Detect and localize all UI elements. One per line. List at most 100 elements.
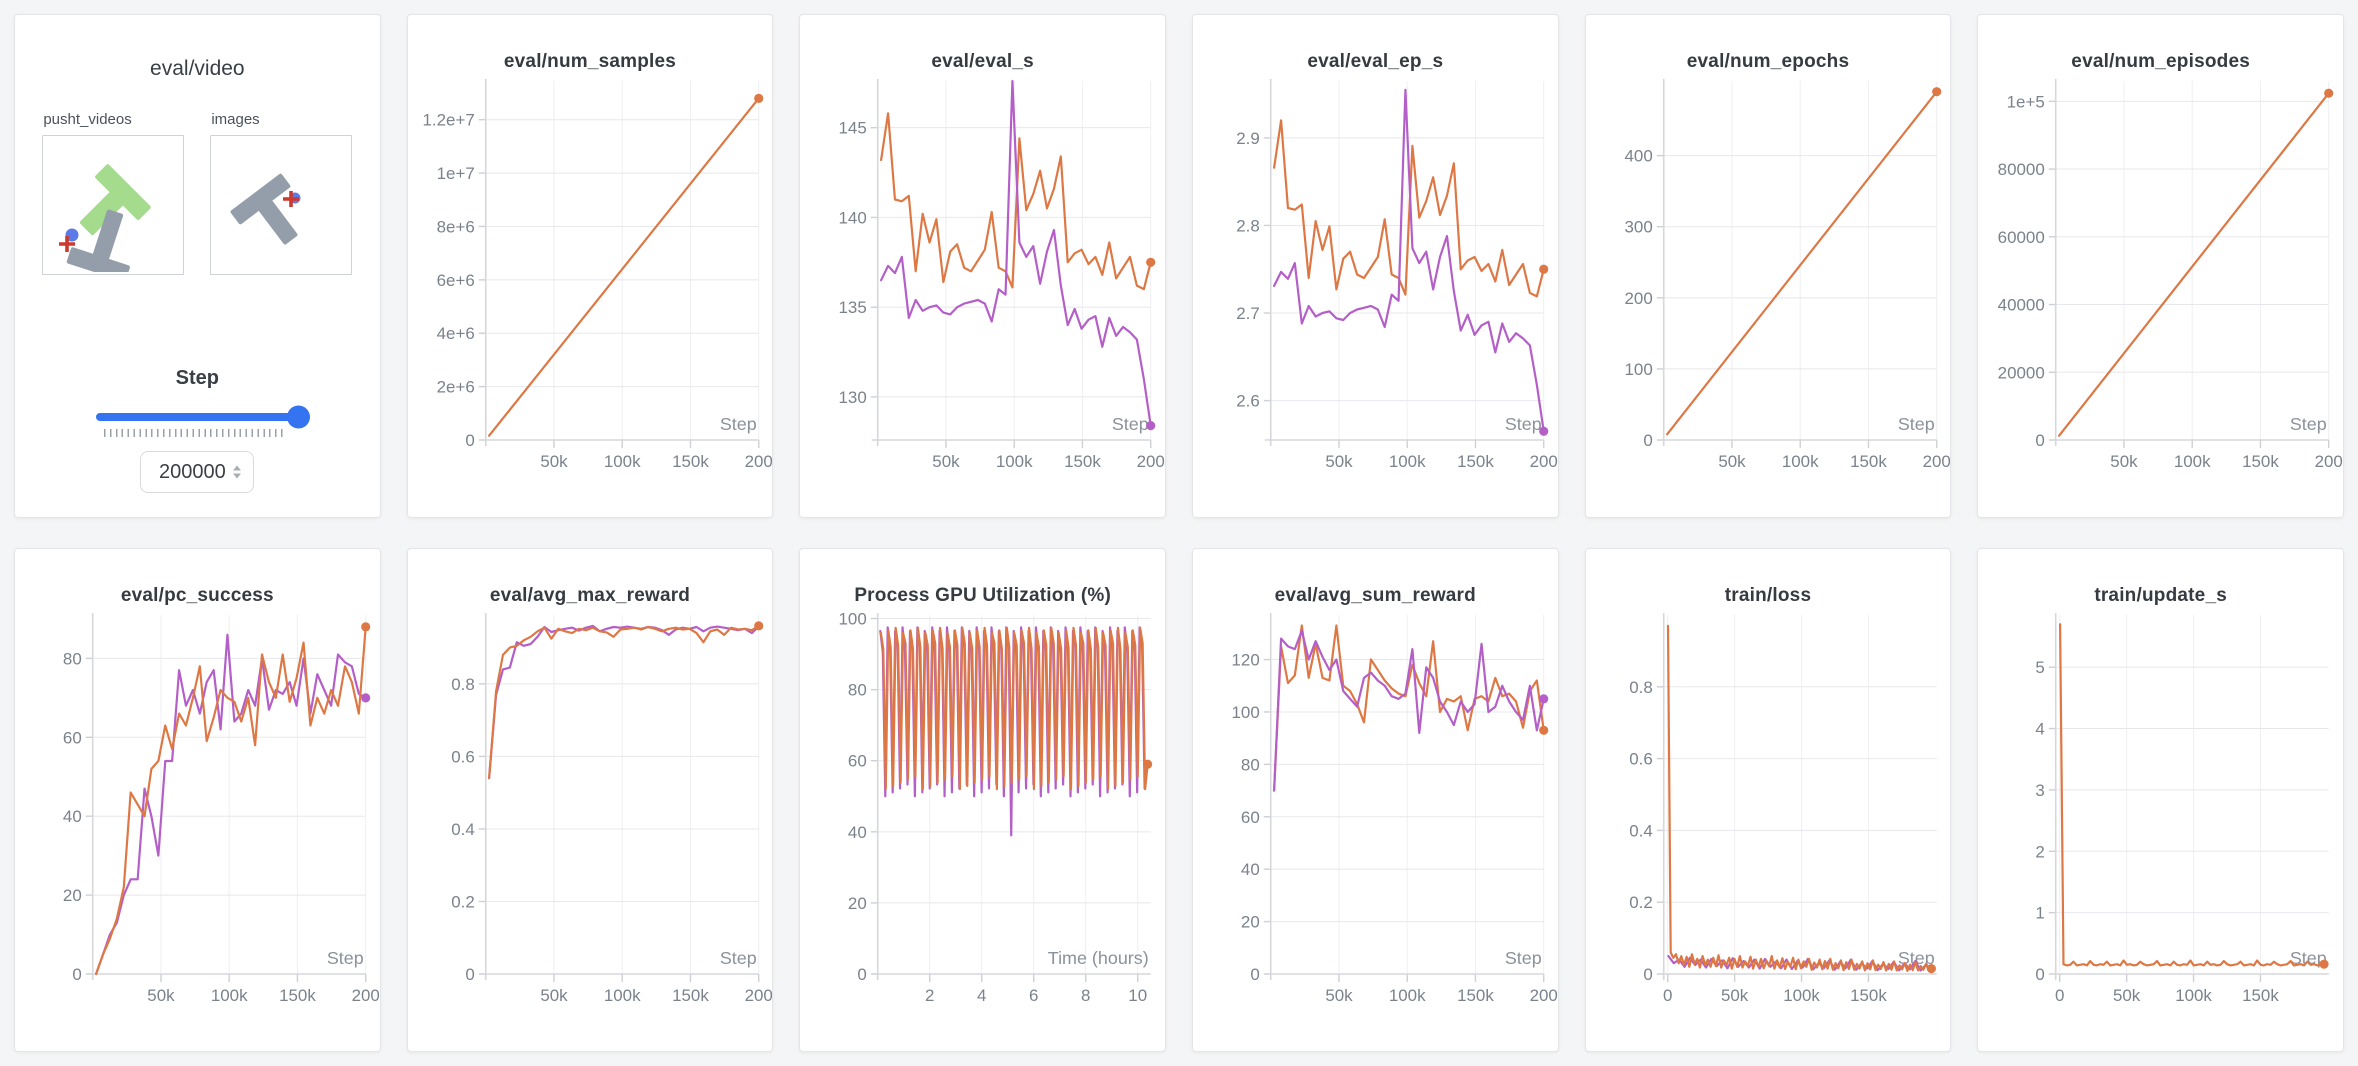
- svg-text:80: 80: [1241, 755, 1260, 774]
- svg-text:60000: 60000: [1998, 228, 2045, 247]
- svg-text:1e+5: 1e+5: [2007, 92, 2045, 111]
- images-thumbnail[interactable]: [210, 135, 353, 275]
- svg-text:150k: 150k: [1850, 986, 1887, 1005]
- svg-text:150k: 150k: [672, 986, 709, 1005]
- svg-text:6: 6: [1029, 986, 1038, 1005]
- media-label-pusht-videos: pusht_videos: [43, 111, 132, 128]
- panel-train-loss: train/loss 0 50k 100k 150k 0 0.2 0.4 0.6 0.8 Step: [1584, 548, 1952, 1052]
- pusht-image-render-icon: [230, 173, 301, 245]
- svg-text:8: 8: [1081, 986, 1090, 1005]
- panel-eval-num-episodes: eval/num_episodes 50k 100k 150k 200 0 20000 40…: [1977, 14, 2344, 518]
- svg-text:20: 20: [63, 886, 82, 905]
- chart-eval-avg-max-reward[interactable]: 50k 100k 150k 200 0 0.2 0.4 0.6 0.8 Step: [408, 611, 773, 1032]
- svg-text:2: 2: [925, 986, 934, 1005]
- chart-eval-num-epochs[interactable]: 50k 100k 150k 200 0 100 200 300 400 Step: [1586, 77, 1951, 498]
- media-item-images: images: [210, 111, 353, 275]
- pusht-video-thumbnail[interactable]: [42, 135, 185, 282]
- svg-text:4: 4: [2036, 720, 2045, 739]
- chart-title: eval/num_episodes: [2071, 51, 2250, 72]
- svg-text:Step: Step: [2290, 414, 2327, 434]
- svg-text:0.2: 0.2: [1629, 893, 1653, 912]
- svg-text:150k: 150k: [2242, 452, 2279, 471]
- panel-train-update-s: train/update_s 0 50k 100k 150k 0 1 2 3 4 5 Step: [1977, 548, 2344, 1052]
- svg-text:200: 200: [352, 986, 380, 1005]
- svg-text:0.4: 0.4: [1629, 821, 1653, 840]
- chart-title: Process GPU Utilization (%): [854, 585, 1111, 606]
- svg-text:0.8: 0.8: [1629, 678, 1653, 697]
- svg-text:50k: 50k: [147, 986, 175, 1005]
- svg-text:140: 140: [839, 208, 867, 227]
- chart-eval-avg-sum-reward[interactable]: 50k 100k 150k 200 0 20 40 60 80 100 120 Step: [1193, 611, 1558, 1032]
- svg-text:Step: Step: [1505, 414, 1542, 434]
- svg-text:0: 0: [1250, 965, 1259, 984]
- media-item-pusht-videos: pusht_videos: [42, 111, 185, 282]
- svg-text:200: 200: [1922, 452, 1950, 471]
- svg-text:20: 20: [1241, 913, 1260, 932]
- svg-text:200: 200: [1137, 452, 1165, 471]
- chart-eval-pc-success[interactable]: 50k 100k 150k 200 0 20 40 60 80 Step: [15, 611, 380, 1032]
- chart-title: eval/eval_ep_s: [1307, 51, 1444, 72]
- chart-title: eval/num_epochs: [1686, 51, 1850, 72]
- spinner-up-icon[interactable]: [233, 465, 242, 471]
- svg-text:1e+7: 1e+7: [436, 164, 474, 183]
- svg-text:2.7: 2.7: [1236, 304, 1260, 323]
- step-slider-thumb[interactable]: [287, 405, 310, 429]
- chart-eval-num-samples[interactable]: 50k 100k 150k 200 0 2e+6 4e+6 6e+6 8e+6 1e+7 1.2e+…: [408, 77, 773, 498]
- step-number-input[interactable]: 200000: [140, 451, 255, 493]
- svg-text:5: 5: [2036, 658, 2045, 677]
- svg-text:2.6: 2.6: [1236, 392, 1260, 411]
- svg-text:100k: 100k: [2174, 452, 2211, 471]
- svg-text:0: 0: [1643, 965, 1652, 984]
- panel-process-gpu-utilization: Process GPU Utilization (%) 2 4 6 8 10 0 20 40 6…: [799, 548, 1166, 1052]
- svg-text:2: 2: [2036, 842, 2045, 861]
- svg-text:20000: 20000: [1998, 363, 2045, 382]
- chart-eval-eval-ep-s[interactable]: 50k 100k 150k 200 2.6 2.7 2.8 2.9 Step: [1193, 77, 1558, 498]
- svg-text:Step: Step: [1505, 948, 1542, 968]
- svg-text:0: 0: [2036, 431, 2045, 450]
- svg-text:1.2e+7: 1.2e+7: [422, 111, 474, 130]
- svg-text:100k: 100k: [1389, 986, 1426, 1005]
- svg-text:100k: 100k: [1389, 452, 1426, 471]
- svg-text:50k: 50k: [1718, 452, 1746, 471]
- panel-eval-eval-s: eval/eval_s 50k 100k 150k 200 130 135 140 145 St…: [799, 14, 1166, 518]
- svg-text:0.6: 0.6: [451, 747, 475, 766]
- step-slider-label: Step: [175, 367, 219, 389]
- svg-text:8e+6: 8e+6: [436, 217, 474, 236]
- svg-text:40: 40: [848, 823, 867, 842]
- step-slider-tick-ruler: [104, 429, 286, 437]
- step-slider-track[interactable]: [96, 405, 310, 429]
- svg-text:Step: Step: [327, 948, 364, 968]
- svg-text:120: 120: [1231, 651, 1259, 670]
- svg-text:60: 60: [848, 752, 867, 771]
- chart-eval-num-episodes[interactable]: 50k 100k 150k 200 0 20000 40000 60000 80000 1e+5 S…: [1978, 77, 2343, 498]
- chart-train-update-s[interactable]: 0 50k 100k 150k 0 1 2 3 4 5 Step: [1978, 611, 2343, 1032]
- svg-text:3: 3: [2036, 781, 2045, 800]
- svg-text:50k: 50k: [2113, 986, 2141, 1005]
- chart-eval-eval-s[interactable]: 50k 100k 150k 200 130 135 140 145 Step: [800, 77, 1165, 498]
- svg-text:10: 10: [1129, 986, 1148, 1005]
- svg-text:0: 0: [72, 965, 81, 984]
- svg-text:80: 80: [63, 649, 82, 668]
- svg-text:Step: Step: [1112, 414, 1149, 434]
- svg-text:150k: 150k: [1064, 452, 1101, 471]
- svg-text:50k: 50k: [933, 452, 961, 471]
- svg-text:50k: 50k: [540, 452, 568, 471]
- svg-text:0.8: 0.8: [451, 675, 475, 694]
- svg-text:2e+6: 2e+6: [436, 378, 474, 397]
- svg-text:6e+6: 6e+6: [436, 271, 474, 290]
- svg-text:50k: 50k: [540, 986, 568, 1005]
- svg-text:0: 0: [1643, 431, 1652, 450]
- panel-eval-pc-success: eval/pc_success 50k 100k 150k 200 0 20 40 60 80 S…: [14, 548, 381, 1052]
- svg-text:50k: 50k: [1325, 986, 1353, 1005]
- chart-title: eval/avg_sum_reward: [1274, 585, 1476, 606]
- svg-text:0.6: 0.6: [1629, 750, 1653, 769]
- spinner-down-icon[interactable]: [233, 473, 242, 479]
- svg-text:100: 100: [839, 611, 867, 629]
- svg-text:150k: 150k: [672, 452, 709, 471]
- svg-text:40: 40: [1241, 860, 1260, 879]
- svg-text:100k: 100k: [996, 452, 1033, 471]
- svg-text:200: 200: [1624, 289, 1652, 308]
- svg-text:0: 0: [858, 965, 867, 984]
